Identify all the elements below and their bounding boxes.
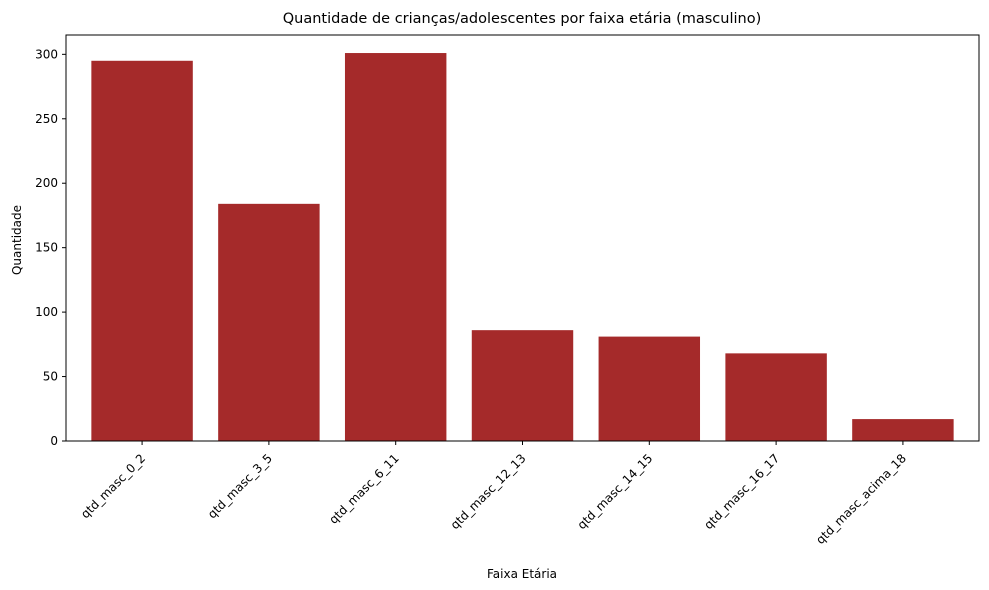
x-tick-label: qtd_masc_3_5 bbox=[205, 451, 275, 521]
x-axis: qtd_masc_0_2 qtd_masc_3_5 qtd_masc_6_11 qtd… bbox=[78, 441, 909, 547]
y-tick-label: 0 bbox=[50, 434, 58, 448]
y-tick-label: 300 bbox=[35, 47, 58, 61]
x-axis-label: Faixa Etária bbox=[487, 567, 557, 581]
x-tick-label: qtd_masc_16_17 bbox=[701, 451, 782, 532]
bar-qtd_masc_6_11 bbox=[344, 53, 447, 441]
bar-qtd_masc_16_17 bbox=[725, 353, 827, 441]
bar-qtd_masc_12_13 bbox=[471, 330, 574, 441]
x-tick-label: qtd_masc_0_2 bbox=[78, 451, 148, 521]
plot-area bbox=[65, 34, 980, 442]
bar-qtd_masc_14_15 bbox=[598, 336, 701, 441]
y-tick-label: 250 bbox=[35, 112, 58, 126]
y-axis: 0 50 100 150 200 250 300 bbox=[35, 47, 66, 448]
x-tick-label: qtd_masc_12_13 bbox=[448, 451, 529, 532]
bar-qtd_masc_acima_18 bbox=[852, 419, 954, 441]
y-tick-label: 50 bbox=[43, 370, 58, 384]
chart-title: Quantidade de crianças/adolescentes por … bbox=[283, 11, 761, 27]
bar-qtd_masc_3_5 bbox=[218, 203, 320, 441]
y-tick-label: 150 bbox=[35, 241, 58, 255]
y-axis-label: Quantidade bbox=[10, 205, 24, 275]
y-tick-label: 200 bbox=[35, 176, 58, 190]
x-tick-label: qtd_masc_acima_18 bbox=[813, 451, 909, 547]
x-tick-label: qtd_masc_6_11 bbox=[326, 451, 401, 526]
y-tick-label: 100 bbox=[35, 305, 58, 319]
x-tick-label: qtd_masc_14_15 bbox=[575, 451, 656, 532]
bar-qtd_masc_0_2 bbox=[91, 60, 193, 441]
